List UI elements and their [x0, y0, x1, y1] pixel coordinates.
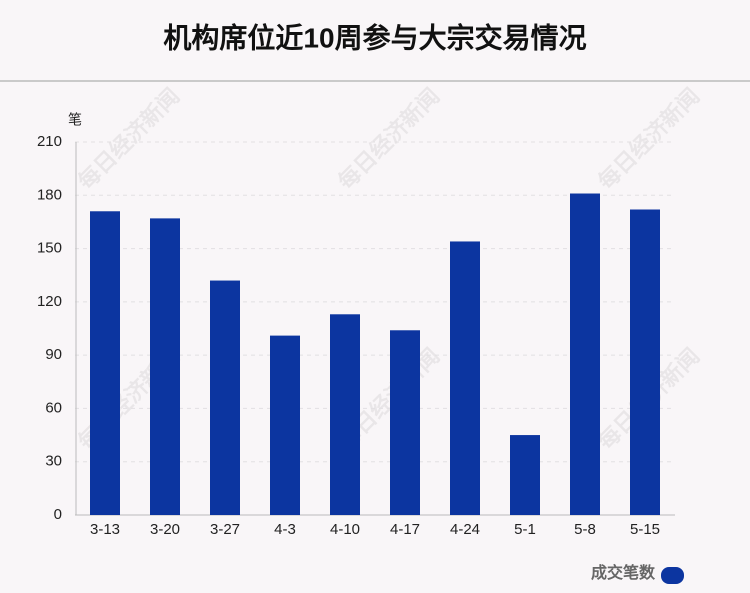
y-tick-label: 90: [45, 346, 62, 363]
y-tick-label: 120: [37, 293, 62, 310]
y-unit: 笔: [68, 112, 82, 128]
x-tick-label: 4-10: [330, 521, 360, 538]
chart-title: 机构席位近10周参与大宗交易情况: [163, 21, 586, 53]
legend-label: 成交笔数: [591, 563, 656, 582]
bar: [90, 211, 120, 515]
x-tick-label: 4-17: [390, 521, 420, 538]
bar: [450, 241, 480, 515]
bar: [390, 330, 420, 515]
x-tick-label: 5-1: [514, 521, 536, 538]
bar: [630, 209, 660, 515]
x-tick-label: 4-3: [274, 521, 296, 538]
x-tick-label: 5-15: [630, 521, 660, 538]
x-tick-label: 3-27: [210, 521, 240, 538]
x-tick-label: 4-24: [450, 521, 480, 538]
y-tick-label: 60: [45, 399, 62, 416]
y-tick-label: 150: [37, 240, 62, 257]
y-tick-label: 0: [54, 506, 62, 523]
bar: [270, 335, 300, 515]
y-tick-label: 210: [37, 133, 62, 150]
bar: [330, 314, 360, 515]
x-tick-label: 3-13: [90, 521, 120, 538]
bar: [510, 435, 540, 515]
x-tick-label: 3-20: [150, 521, 180, 538]
bar: [210, 280, 240, 515]
legend-swatch: [661, 567, 684, 584]
y-tick-label: 30: [45, 453, 62, 470]
bar: [150, 218, 180, 515]
x-tick-label: 5-8: [574, 521, 596, 538]
bar: [570, 193, 600, 515]
y-tick-label: 180: [37, 186, 62, 203]
